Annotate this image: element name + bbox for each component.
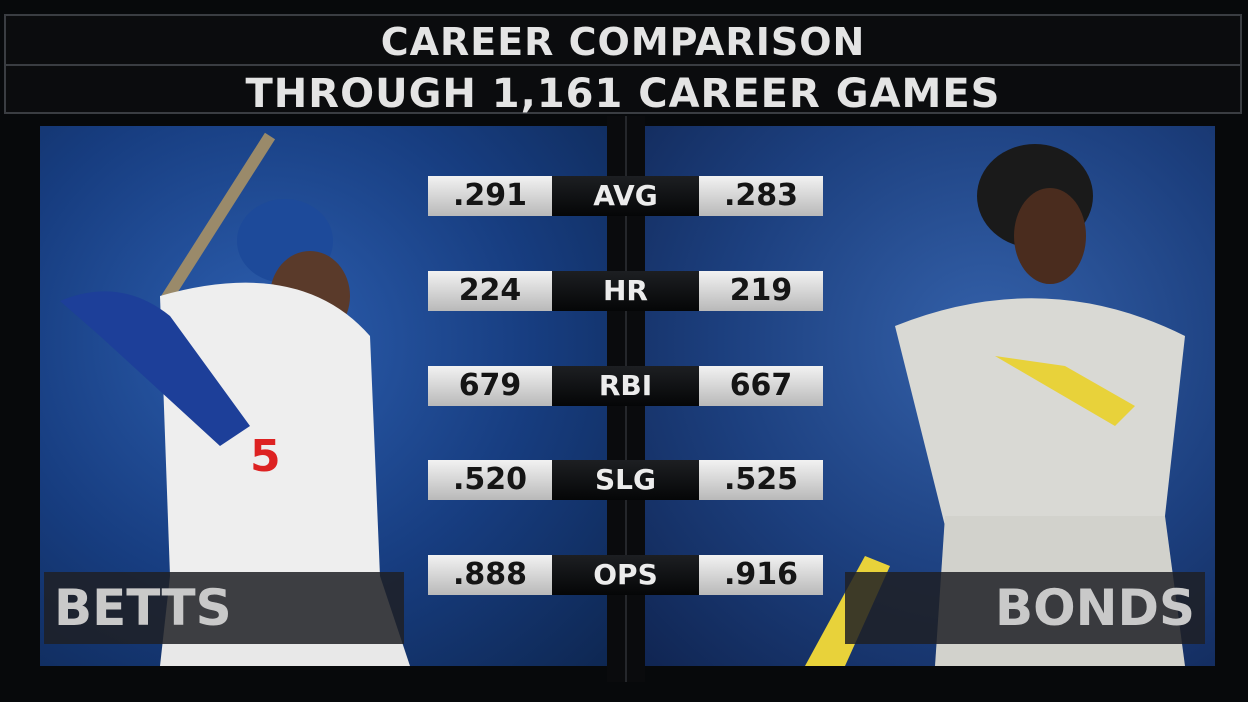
stat-row: .520 SLG .525	[428, 460, 823, 501]
right-value: 219	[699, 270, 823, 311]
stat-label: HR	[552, 270, 699, 311]
right-value: 667	[699, 365, 823, 406]
stat-row: .291 AVG .283	[428, 176, 823, 216]
stat-label: OPS	[552, 555, 699, 595]
jersey	[160, 282, 380, 576]
left-value: 224	[428, 270, 552, 311]
player-name: BONDS	[845, 572, 1205, 644]
left-value: .888	[428, 555, 552, 595]
header: CAREER COMPARISON THROUGH 1,161 CAREER G…	[4, 14, 1242, 117]
wristband	[995, 356, 1135, 426]
left-value: 679	[428, 365, 552, 406]
stat-label: SLG	[552, 460, 699, 501]
stat-label: AVG	[552, 176, 699, 216]
left-value: .520	[428, 460, 552, 501]
subtitle: THROUGH 1,161 CAREER GAMES	[245, 71, 1001, 117]
divider	[6, 64, 1240, 66]
title: CAREER COMPARISON	[380, 20, 866, 64]
left-value: .291	[428, 176, 552, 216]
stat-label: RBI	[552, 365, 699, 406]
arm	[60, 291, 250, 446]
jersey-number-art: 5	[250, 431, 281, 482]
right-value: .283	[699, 176, 823, 216]
stat-row: 679 RBI 667	[428, 365, 823, 406]
stat-row: .888 OPS .916	[428, 555, 823, 595]
right-value: .916	[699, 555, 823, 595]
head	[1014, 188, 1086, 284]
jersey	[895, 298, 1185, 526]
player-name: BETTS	[44, 572, 404, 644]
stat-row: 224 HR 219	[428, 270, 823, 311]
right-value: .525	[699, 460, 823, 501]
bat	[159, 132, 276, 305]
